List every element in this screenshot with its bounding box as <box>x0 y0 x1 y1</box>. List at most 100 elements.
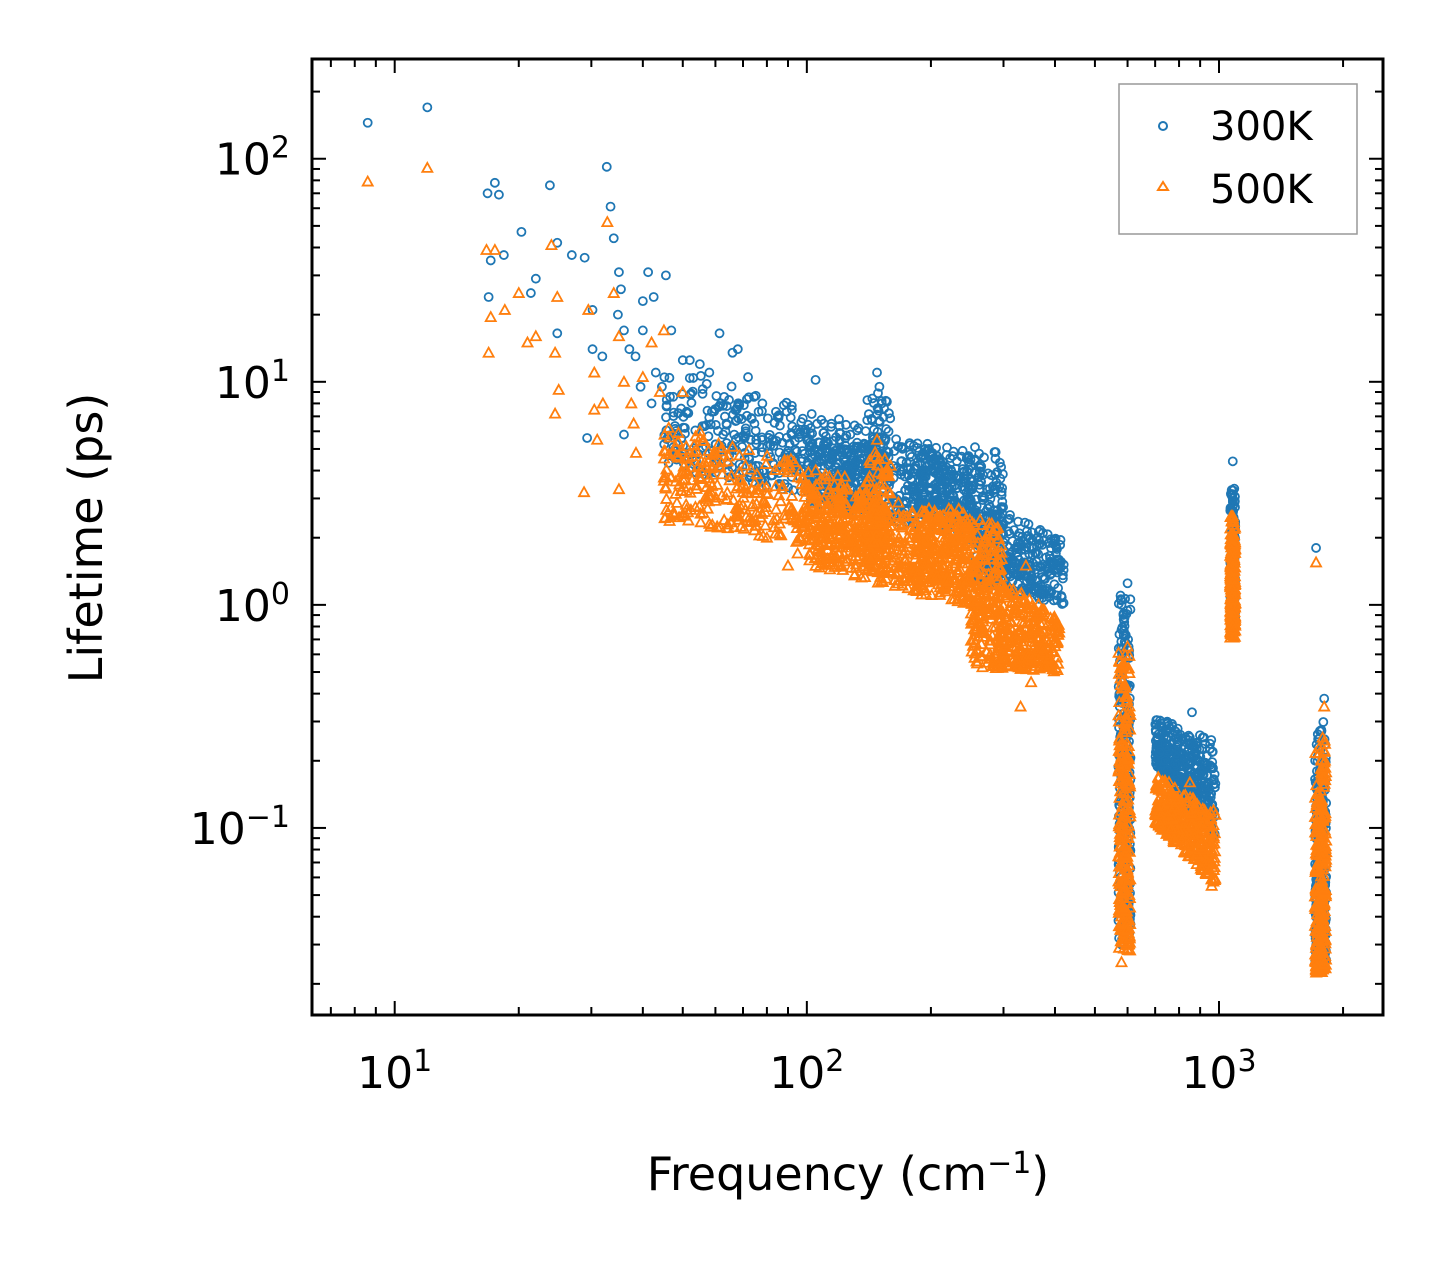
data-point <box>837 482 851 495</box>
data-point <box>769 479 783 492</box>
data-point <box>704 484 718 497</box>
data-point <box>853 441 864 452</box>
data-point <box>759 465 769 475</box>
data-point <box>810 374 821 385</box>
data-point <box>1192 737 1202 748</box>
data-point <box>963 525 977 538</box>
data-point <box>823 523 837 536</box>
data-point <box>679 452 693 464</box>
data-point <box>809 463 823 476</box>
data-point <box>806 442 817 453</box>
data-point <box>1311 543 1321 553</box>
data-point <box>738 400 749 411</box>
data-point <box>933 456 944 467</box>
data-point <box>862 526 876 538</box>
data-point <box>806 495 820 508</box>
data-point <box>827 477 842 490</box>
data-point <box>749 518 763 531</box>
data-point <box>807 468 817 479</box>
data-point <box>892 507 906 520</box>
data-point <box>862 551 876 564</box>
data-point <box>905 440 915 451</box>
data-point <box>880 433 891 444</box>
data-point <box>1116 599 1127 610</box>
data-point <box>684 355 695 366</box>
data-point <box>852 498 866 511</box>
data-point <box>790 445 801 455</box>
data-point <box>849 557 863 570</box>
data-point <box>1049 579 1060 590</box>
data-point <box>956 506 970 518</box>
data-point <box>637 296 648 307</box>
data-point <box>1227 493 1238 504</box>
data-point <box>921 562 935 575</box>
data-point <box>987 528 1001 540</box>
data-point <box>885 413 896 424</box>
data-point <box>657 470 671 483</box>
data-point <box>1170 758 1180 769</box>
data-point <box>778 455 792 468</box>
data-point <box>757 434 768 445</box>
data-point <box>997 496 1008 507</box>
data-point <box>874 381 885 392</box>
data-point <box>1035 561 1045 572</box>
data-point <box>941 450 952 460</box>
data-point <box>801 465 815 478</box>
data-point <box>786 428 797 438</box>
data-point <box>739 502 753 515</box>
data-point <box>914 458 925 469</box>
data-point <box>1209 769 1220 780</box>
data-point <box>874 515 888 528</box>
data-point <box>1034 593 1045 604</box>
data-point <box>729 501 743 514</box>
data-point <box>982 484 992 495</box>
data-point <box>990 521 1004 533</box>
data-point <box>975 475 986 486</box>
data-point <box>720 492 734 504</box>
data-point <box>853 515 867 528</box>
data-point <box>1049 534 1060 545</box>
data-point <box>734 400 745 411</box>
data-point <box>888 560 902 573</box>
data-point <box>662 421 676 433</box>
data-point <box>910 537 924 549</box>
data-point <box>677 355 688 366</box>
data-point <box>791 470 805 483</box>
data-point <box>855 535 869 548</box>
data-point <box>845 429 856 440</box>
data-point <box>996 462 1007 472</box>
data-point <box>840 456 850 467</box>
data-point <box>485 255 496 266</box>
data-point <box>731 479 745 491</box>
data-point <box>907 483 918 494</box>
data-point <box>960 520 974 532</box>
data-point <box>983 540 997 553</box>
data-point <box>613 309 623 320</box>
data-point <box>949 533 963 546</box>
data-point <box>977 492 987 503</box>
data-point <box>930 479 941 490</box>
data-point <box>932 451 942 462</box>
data-point <box>785 489 799 501</box>
data-point <box>980 535 994 547</box>
data-point <box>854 458 865 469</box>
data-point <box>923 484 934 495</box>
data-point <box>746 413 757 423</box>
data-point <box>1160 755 1171 766</box>
data-point <box>525 288 536 298</box>
data-point <box>650 367 661 378</box>
data-point <box>923 526 937 539</box>
data-point <box>963 493 974 504</box>
data-point <box>742 443 756 455</box>
data-point <box>726 381 737 392</box>
data-point <box>811 542 825 555</box>
data-point <box>745 499 759 512</box>
data-point <box>793 517 807 529</box>
data-point <box>898 554 912 567</box>
data-point <box>659 462 673 475</box>
data-point <box>953 516 967 528</box>
data-point <box>868 506 882 519</box>
data-point <box>1038 528 1048 538</box>
data-point <box>710 419 721 430</box>
